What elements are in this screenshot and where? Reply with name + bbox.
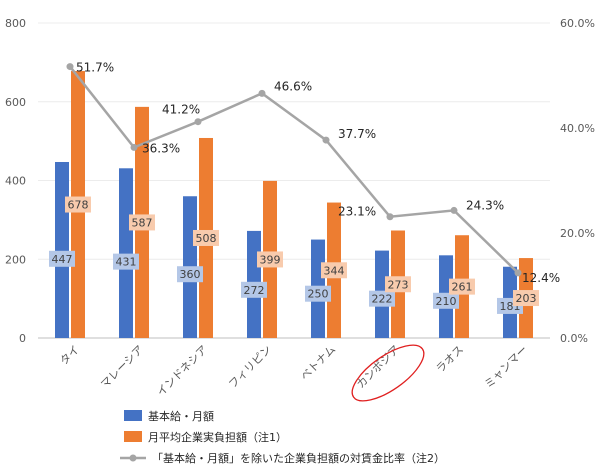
data-label-bg	[385, 276, 411, 293]
data-label-ratio: 36.3%	[142, 141, 180, 155]
data-label-employer-cost: 261	[452, 281, 473, 294]
legend-label-employer-cost: 月平均企業実負担額（注1）	[148, 430, 287, 444]
data-label-bg	[433, 292, 459, 309]
y-right-tick-label: 40.0%	[560, 122, 595, 135]
data-label-bg	[65, 196, 91, 213]
data-label-bg	[177, 266, 203, 283]
y-left-tick-label: 200	[5, 253, 26, 266]
data-label-bg	[241, 281, 267, 298]
data-label-bg	[369, 290, 395, 307]
ratio-point	[258, 89, 266, 97]
ratio-point	[450, 206, 458, 214]
data-label-employer-cost: 399	[260, 253, 281, 266]
data-label-bg	[449, 278, 475, 295]
x-category-label: ラオス	[434, 343, 467, 376]
legend-swatch-employer-cost	[124, 431, 142, 442]
legend-swatch-basic-salary	[124, 410, 142, 421]
legend-marker-ratio	[129, 454, 137, 462]
x-category-label: タイ	[57, 343, 82, 368]
ratio-point	[386, 213, 394, 221]
x-category-label: ベトナム	[298, 343, 338, 383]
y-left-tick-label: 600	[5, 96, 26, 109]
data-label-employer-cost: 273	[388, 278, 409, 291]
data-label-basic-salary: 360	[180, 268, 201, 281]
x-category-label: マレーシア	[98, 343, 146, 391]
data-label-ratio: 23.1%	[338, 205, 376, 219]
y-left-tick-label: 0	[19, 332, 26, 345]
highlight-circle	[351, 344, 425, 402]
data-label-ratio: 46.6%	[274, 79, 312, 93]
data-label-bg	[305, 285, 331, 302]
x-category-label: ミャンマー	[482, 343, 530, 391]
bar-basic-salary	[55, 161, 69, 338]
data-label-basic-salary: 447	[52, 253, 73, 266]
data-label-ratio: 41.2%	[162, 103, 200, 117]
legend-label-basic-salary: 基本給・月額	[148, 409, 214, 423]
y-left-tick-label: 800	[5, 17, 26, 30]
data-label-bg	[113, 253, 139, 270]
ratio-point	[194, 118, 202, 126]
y-left-tick-label: 400	[5, 175, 26, 188]
data-label-bg	[513, 290, 539, 307]
data-label-basic-salary: 222	[372, 293, 393, 306]
x-category-label: フィリピン	[226, 343, 274, 391]
ratio-point	[514, 269, 522, 277]
data-label-ratio: 37.7%	[338, 127, 376, 141]
data-label-employer-cost: 678	[68, 199, 89, 212]
y-right-tick-label: 20.0%	[560, 227, 595, 240]
x-category-label: インドネシア	[154, 343, 210, 399]
ratio-point	[66, 63, 74, 71]
data-label-bg	[193, 229, 219, 246]
ratio-point	[322, 136, 330, 144]
data-label-employer-cost: 344	[324, 264, 345, 277]
ratio-point	[130, 143, 138, 151]
legend-label-ratio: 「基本給・月額」を除いた企業負担額の対賃金比率（注2）	[152, 451, 445, 465]
data-label-bg	[129, 214, 155, 231]
data-label-bg	[49, 250, 75, 267]
bar-basic-salary	[119, 168, 133, 338]
data-label-employer-cost: 508	[196, 232, 217, 245]
data-label-ratio: 24.3%	[466, 198, 504, 212]
y-right-tick-label: 60.0%	[560, 17, 595, 30]
y-right-tick-label: 0.0%	[560, 332, 588, 345]
data-label-basic-salary: 272	[244, 284, 265, 297]
data-label-ratio: 12.4%	[522, 271, 560, 285]
data-label-basic-salary: 250	[308, 288, 329, 301]
ratio-line	[69, 65, 519, 274]
data-label-ratio: 51.7%	[76, 61, 114, 75]
data-label-employer-cost: 203	[516, 292, 537, 305]
data-label-bg	[321, 262, 347, 279]
data-label-basic-salary: 210	[436, 295, 457, 308]
data-label-basic-salary: 431	[116, 256, 137, 269]
data-label-bg	[257, 251, 283, 268]
data-label-employer-cost: 587	[132, 216, 153, 229]
